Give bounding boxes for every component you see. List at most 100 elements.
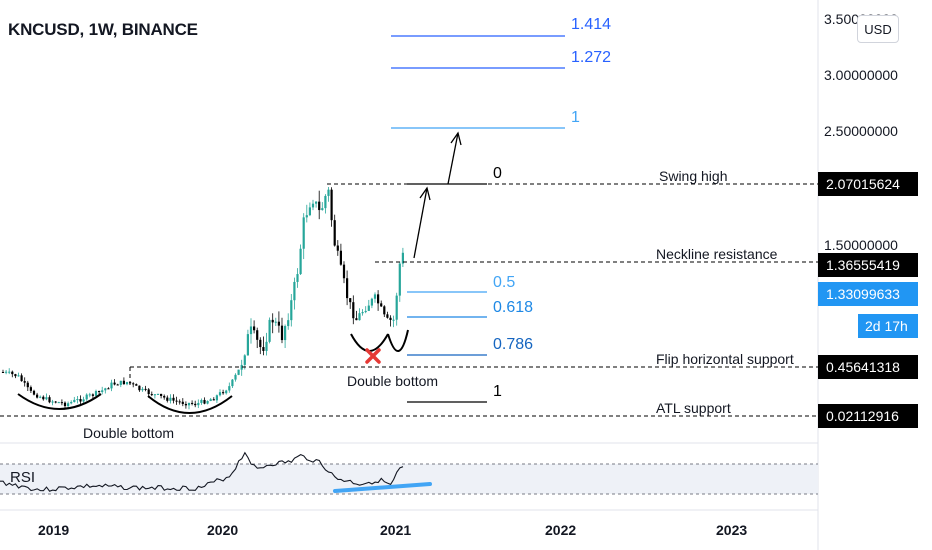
candle-body <box>324 195 327 209</box>
candle-body <box>395 295 398 320</box>
candle-body <box>191 402 194 404</box>
candle-body <box>135 384 138 386</box>
candle-body <box>1 372 5 373</box>
arrow-1-shaft <box>413 187 428 259</box>
candle-body <box>311 203 315 208</box>
horizontal-levels[interactable]: Swing high Neckline resistance Flip hori… <box>0 168 818 417</box>
candle-body <box>169 397 172 401</box>
price-label-flip-support: 0.45641318 <box>818 355 918 379</box>
candle-body <box>60 402 63 404</box>
chart-title: KNCUSD, 1W, BINANCE <box>8 20 198 39</box>
currency-button[interactable]: USD <box>857 15 899 43</box>
candle-body <box>113 382 116 385</box>
double-bottom-label-right: Double bottom <box>347 373 438 389</box>
candle-body <box>284 326 287 341</box>
candle-body <box>386 314 389 318</box>
candle-body <box>246 334 249 356</box>
time-tick-2022: 2022 <box>545 522 576 538</box>
candle-body <box>104 388 107 391</box>
candle-body <box>91 394 94 396</box>
rsi-divergence-line <box>333 482 432 493</box>
price-label-atl-support: 0.02112916 <box>818 404 918 428</box>
projection-arrows[interactable] <box>413 131 462 259</box>
candle-body <box>327 189 330 196</box>
candle-body <box>206 401 209 404</box>
flip-support-label: Flip horizontal support <box>656 351 794 367</box>
candle-body <box>63 402 67 407</box>
candle-body <box>45 397 48 400</box>
candle-body <box>274 321 277 323</box>
fib-retracement[interactable]: 0 0.5 0.618 0.786 1 <box>407 165 533 403</box>
candle-body <box>197 402 200 406</box>
candle-body <box>141 388 144 391</box>
candle-body <box>110 382 113 389</box>
price-tick-250: 2.50000000 <box>824 123 898 139</box>
swing-high-label: Swing high <box>659 168 728 184</box>
candle-body <box>398 263 401 296</box>
fib-extension[interactable]: 1.414 1.272 1 <box>391 16 611 129</box>
candle-body <box>8 371 11 373</box>
candle-body <box>346 278 349 299</box>
candle-body <box>358 313 361 321</box>
candle-body <box>178 401 181 403</box>
double-bottom-label-left: Double bottom <box>83 425 174 441</box>
candle-body <box>212 399 215 401</box>
atl-support-label: ATL support <box>656 400 731 416</box>
double-bottom-shapes[interactable] <box>17 329 409 414</box>
candle-body <box>293 281 296 301</box>
candle-body <box>200 399 203 403</box>
price-tick-300: 3.00000000 <box>824 67 898 83</box>
time-axis: 2019 2020 2021 2022 2023 <box>38 522 747 538</box>
candle-body <box>194 403 197 406</box>
candle-body <box>29 387 32 391</box>
fib-ret-label-05: 0.5 <box>493 274 515 291</box>
candle-body <box>342 264 346 279</box>
candle-body <box>333 220 336 246</box>
candle-body <box>373 294 377 299</box>
candle-body <box>401 252 404 264</box>
double-bottom-left-arc-2 <box>147 395 233 414</box>
price-axis: 3.50000000 3.00000000 2.50000000 1.50000… <box>824 11 898 253</box>
candle-body <box>361 312 364 314</box>
candlestick-series <box>1 186 404 410</box>
price-label-last: 1.33099633 <box>818 282 918 306</box>
rsi-label: RSI <box>10 469 35 486</box>
candle-body <box>296 274 299 282</box>
candle-body <box>203 399 206 404</box>
red-cross-icon <box>365 348 381 364</box>
candle-body <box>231 379 234 387</box>
candle-body <box>277 321 280 326</box>
candle-body <box>383 306 386 315</box>
candle-body <box>144 388 147 390</box>
arrow-2-head <box>450 131 462 146</box>
candle-body <box>215 395 218 401</box>
candle-body <box>32 390 36 395</box>
candle-body <box>280 325 284 341</box>
candle-body <box>265 341 268 351</box>
candle-body <box>339 250 342 265</box>
candle-body <box>321 208 324 211</box>
candle-body <box>367 305 370 311</box>
candle-body <box>76 399 79 401</box>
candle-body <box>101 390 104 393</box>
candle-body <box>70 402 73 404</box>
candle-body <box>209 399 212 402</box>
candle-body <box>349 298 352 303</box>
rsi-band <box>0 464 818 494</box>
time-tick-2021: 2021 <box>380 522 411 538</box>
candle-body <box>355 318 358 321</box>
fib-ret-label-0618: 0.618 <box>493 299 533 316</box>
time-tick-2023: 2023 <box>716 522 747 538</box>
candle-body <box>122 380 125 385</box>
candle-body <box>153 394 156 396</box>
candle-body <box>156 393 160 395</box>
candle-body <box>243 355 246 365</box>
candle-body <box>249 326 253 335</box>
candle-body <box>85 394 88 400</box>
candle-body <box>94 391 98 396</box>
candle-body <box>228 386 231 391</box>
candle-body <box>389 317 392 321</box>
candle-body <box>172 397 175 401</box>
candle-body <box>163 395 166 398</box>
